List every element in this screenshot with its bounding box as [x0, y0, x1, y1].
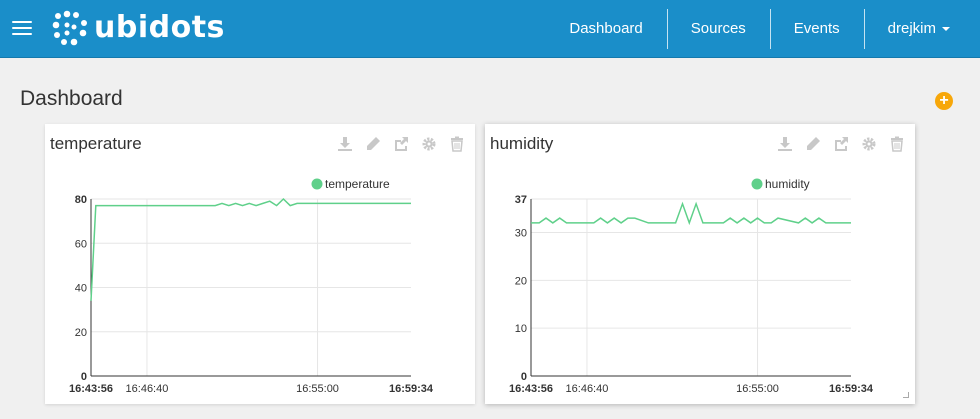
x-tick-label: 16:46:40 [566, 383, 609, 395]
legend-label: humidity [765, 177, 810, 191]
y-tick-label: 80 [75, 194, 87, 206]
y-tick-label: 0 [81, 371, 87, 383]
pencil-icon[interactable] [359, 134, 387, 154]
x-tick-label: 16:59:34 [829, 383, 874, 395]
download-icon[interactable] [771, 134, 799, 154]
widget-humidity: humidity 0 10 20 30 37 16:43:56 16:46:40 16:55:… [485, 124, 915, 404]
main-nav: Dashboard Sources Events drejkim [545, 0, 980, 58]
gear-icon[interactable] [855, 134, 883, 154]
nav-events[interactable]: Events [769, 0, 864, 58]
widget-toolbar [771, 134, 911, 154]
x-tick-label: 16:43:56 [509, 383, 553, 395]
trash-icon[interactable] [443, 134, 471, 154]
series-line-humidity [531, 201, 851, 226]
widget-temperature: temperature 0 20 40 60 80 16:43:56 16:46:40 16:… [45, 124, 475, 404]
x-tick-label: 16:46:40 [126, 383, 169, 395]
resize-handle[interactable] [903, 392, 909, 398]
user-menu[interactable]: drejkim [863, 0, 980, 58]
nav-dashboard[interactable]: Dashboard [569, 20, 643, 37]
top-navigation-bar: ubidots Dashboard Sources Events drejkim [0, 0, 980, 58]
nav-sources[interactable]: Sources [666, 0, 770, 58]
page-title: Dashboard [20, 87, 123, 110]
y-tick-label: 37 [515, 194, 527, 206]
x-tick-label: 16:43:56 [69, 383, 113, 395]
pencil-icon[interactable] [799, 134, 827, 154]
add-widget-button[interactable]: + [935, 92, 953, 110]
legend-marker [311, 178, 323, 190]
brand-logo[interactable]: ubidots [52, 10, 225, 46]
y-tick-label: 0 [521, 371, 527, 383]
brand-name: ubidots [94, 10, 225, 45]
legend-label: temperature [325, 177, 390, 191]
legend-marker [751, 178, 763, 190]
gear-icon[interactable] [415, 134, 443, 154]
humidity-chart: 0 10 20 30 37 16:43:56 16:46:40 16:55:00 16:59:3… [509, 177, 874, 395]
y-tick-label: 20 [75, 327, 87, 339]
series-line-temperature [90, 197, 411, 301]
temperature-chart: 0 20 40 60 80 16:43:56 16:46:40 16:55:00 16:59:3… [69, 177, 434, 395]
download-icon[interactable] [331, 134, 359, 154]
x-tick-label: 16:55:00 [736, 383, 779, 395]
y-tick-label: 30 [515, 227, 527, 239]
share-icon[interactable] [827, 134, 855, 154]
logo-dots-icon [52, 10, 87, 46]
widget-title: humidity [490, 134, 554, 153]
widget-title: temperature [50, 134, 142, 153]
y-tick-label: 20 [515, 275, 527, 287]
y-tick-label: 40 [75, 283, 87, 295]
y-tick-label: 60 [75, 238, 87, 250]
menu-icon[interactable] [12, 21, 32, 37]
trash-icon[interactable] [883, 134, 911, 154]
chevron-down-icon [942, 27, 950, 32]
user-name: drejkim [887, 20, 936, 37]
share-icon[interactable] [387, 134, 415, 154]
x-tick-label: 16:55:00 [296, 383, 339, 395]
y-tick-label: 10 [515, 323, 527, 335]
x-tick-label: 16:59:34 [389, 383, 434, 395]
widget-toolbar [331, 134, 471, 154]
